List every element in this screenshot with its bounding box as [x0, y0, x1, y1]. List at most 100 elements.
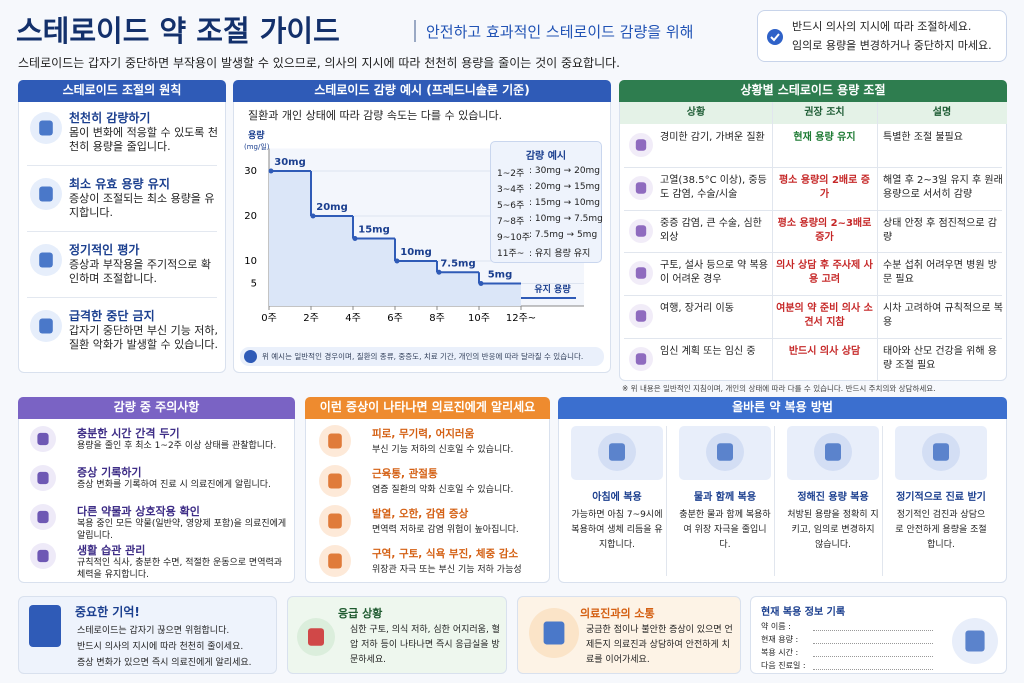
table-header: 설명	[877, 102, 1007, 124]
explanation: 시차 고려하여 규칙적으로 복용	[883, 303, 1003, 329]
icon	[297, 618, 335, 656]
panel-header: 상황별 스테로이드 용량 조절	[619, 80, 1007, 102]
record-field: 다음 진료일 :	[761, 661, 806, 670]
symptom-title: 피로, 무기력, 어지러움	[372, 428, 475, 440]
cautions-panel: 감량 중 주의사항 충분한 시간 간격 두기 용량을 줄인 후 최소 1~2주 이상…	[18, 397, 295, 583]
divider	[27, 231, 217, 232]
example-text: : 7.5mg → 5mg	[529, 230, 598, 240]
icon-shape	[328, 433, 342, 449]
symptom-title: 구역, 구토, 식욕 부진, 체중 감소	[372, 548, 519, 560]
taper-note: 질환과 개인 상태에 따라 감량 속도는 다를 수 있습니다.	[248, 109, 503, 122]
icon-box	[679, 426, 771, 480]
caution-desc: 용량을 줄인 후 최소 1~2주 이상 상태를 관찰합니다.	[77, 441, 277, 451]
symptoms-panel: 이런 증상이 나타나면 의료진에게 알리세요 피로, 무기력, 어지러움 부신 기능…	[305, 397, 550, 583]
example-period: 9~10주	[497, 233, 530, 243]
principle-title: 천천히 감량하기	[69, 111, 151, 125]
icon	[319, 465, 351, 497]
icon-shape	[39, 252, 53, 268]
dosing-desc: 정기적인 검진과 상담으로 안전하게 용량을 조절합니다.	[895, 510, 987, 550]
action: 여분의 약 준비 의사 소견서 지참	[776, 303, 873, 329]
icon	[30, 244, 62, 276]
example-text: : 30mg → 20mg	[529, 166, 601, 176]
principle-desc: 증상과 부작용을 주기적으로 확인하며 조절합니다.	[69, 258, 212, 285]
x-tick-label: 4주	[345, 313, 361, 324]
record-blank	[813, 630, 933, 631]
dosing-panel: 올바른 약 복용 방법 아침에 복용 가능하면 아침 7~9시에 복용하여 생체 리…	[558, 397, 1007, 583]
divider	[27, 165, 217, 166]
icon	[629, 133, 653, 157]
example-period: 5~6주	[497, 201, 525, 211]
x-tick-label: 2주	[303, 313, 319, 324]
x-tick-label: 12주~	[506, 313, 536, 324]
example-text: : 유지 용량 유지	[529, 249, 591, 259]
situation: 여행, 장거리 이동	[660, 303, 734, 315]
action: 의사 상담 후 주사제 사용 고려	[776, 260, 873, 286]
principle-title: 최소 유효 용량 유지	[69, 177, 170, 191]
icon	[629, 218, 653, 243]
x-tick-label: 0주	[261, 313, 277, 324]
dosing-card: 정해진 용량 복용 처방된 용량을 정확히 지키고, 임의로 변경하지 않습니다.	[783, 426, 883, 576]
icon	[319, 545, 351, 577]
icon	[30, 504, 56, 530]
symptom-desc: 염증 질환의 악화 신호일 수 있습니다.	[372, 485, 514, 495]
icon-shape	[328, 513, 342, 529]
icon-shape	[635, 267, 647, 280]
row-divider	[624, 252, 1002, 254]
principle-desc: 몸이 변화에 적응할 수 있도록 천천히 용량을 줄입니다.	[69, 126, 219, 153]
dosing-title: 아침에 복용	[592, 492, 642, 503]
y-tick-label: 10	[244, 256, 257, 267]
situation: 임신 계획 또는 임신 중	[660, 346, 756, 357]
icon	[30, 310, 62, 342]
icon-shape	[965, 630, 985, 652]
icon-shape	[328, 553, 342, 569]
icon-shape	[717, 443, 733, 461]
emergency-panel: 응급 상황 심한 구토, 의식 저하, 심한 어지러움, 혈압 저하 등이 나타나…	[287, 596, 507, 674]
footnote-box: 위 예시는 일반적인 경우이며, 질환의 종류, 중증도, 치료 기간, 개인의…	[240, 347, 604, 366]
action: 반드시 의사 상담	[788, 346, 861, 357]
step-dot	[310, 213, 316, 219]
caution-desc: 규칙적인 식사, 충분한 수면, 적절한 운동으로 면역력과 체력을 유지합니다…	[77, 558, 283, 580]
bulb-icon	[29, 605, 61, 647]
icon-shape	[39, 120, 53, 136]
value-label: 15mg	[358, 225, 390, 236]
icon	[30, 112, 62, 144]
icon-shape	[635, 182, 647, 194]
icon-shape	[635, 310, 647, 322]
dosing-card: 정기적으로 진료 받기 정기적인 검진과 상담으로 안전하게 용량을 조절합니다.	[891, 426, 991, 576]
principle-desc: 증상이 조절되는 최소 용량을 유지합니다.	[69, 192, 215, 219]
caution-desc: 복용 중인 모든 약물(일반약, 영양제 포함)을 의료진에게 알립니다.	[77, 519, 287, 541]
situations-panel: 상황별 스테로이드 용량 조절 상황 권장 조치 설명 경미한 감기, 가벼운 질환 현재…	[619, 80, 1007, 381]
icon	[30, 543, 56, 569]
dosing-title: 물과 함께 복용	[693, 492, 757, 503]
remember-item: 증상 변화가 있으면 즉시 의료진에게 알리세요.	[77, 658, 252, 668]
dosing-card: 물과 함께 복용 충분한 물과 함께 복용하여 위장 자극을 줄입니다.	[675, 426, 775, 576]
communication-panel: 의료진과의 소통 궁금한 점이나 불안한 증상이 있으면 언제든지 의료진과 상담…	[517, 596, 741, 674]
icon-box	[895, 426, 987, 480]
icon	[319, 505, 351, 537]
row-divider	[624, 295, 1002, 297]
symptom-title: 발열, 오한, 감염 증상	[372, 508, 469, 520]
icon	[529, 608, 579, 658]
remember-panel: 중요한 기억! 스테로이드는 갑자기 끊으면 위험합니다. 반드시 의사의 지시에 …	[18, 596, 277, 674]
record-field: 현재 용량 :	[761, 635, 799, 644]
icon-shape	[37, 432, 49, 446]
divider	[27, 297, 217, 298]
x-tick-label: 6주	[387, 313, 403, 324]
principle-title: 급격한 중단 금지	[69, 309, 155, 323]
record-blank	[813, 669, 933, 670]
taper-panel: 스테로이드 감량 예시 (프레드니솔론 기준) 질환과 개인 상태에 따라 감량 …	[233, 80, 611, 373]
example-title: 감량 예시	[525, 151, 567, 162]
y-axis-label: 용량	[248, 129, 265, 141]
step-area	[395, 261, 437, 306]
record-blank	[813, 656, 933, 657]
icon	[30, 178, 62, 210]
icon	[814, 433, 852, 471]
example-period: 11주~	[497, 249, 525, 259]
example-period: 7~8주	[497, 217, 525, 227]
icon-shape	[39, 186, 53, 202]
dosing-desc: 처방된 용량을 정확히 지키고, 임의로 변경하지 않습니다.	[787, 510, 879, 550]
example-period: 1~2주	[497, 169, 525, 179]
y-axis-unit: (mg/일)	[244, 142, 270, 151]
action: 평소 용량의 2~3배로 증가	[777, 217, 872, 243]
